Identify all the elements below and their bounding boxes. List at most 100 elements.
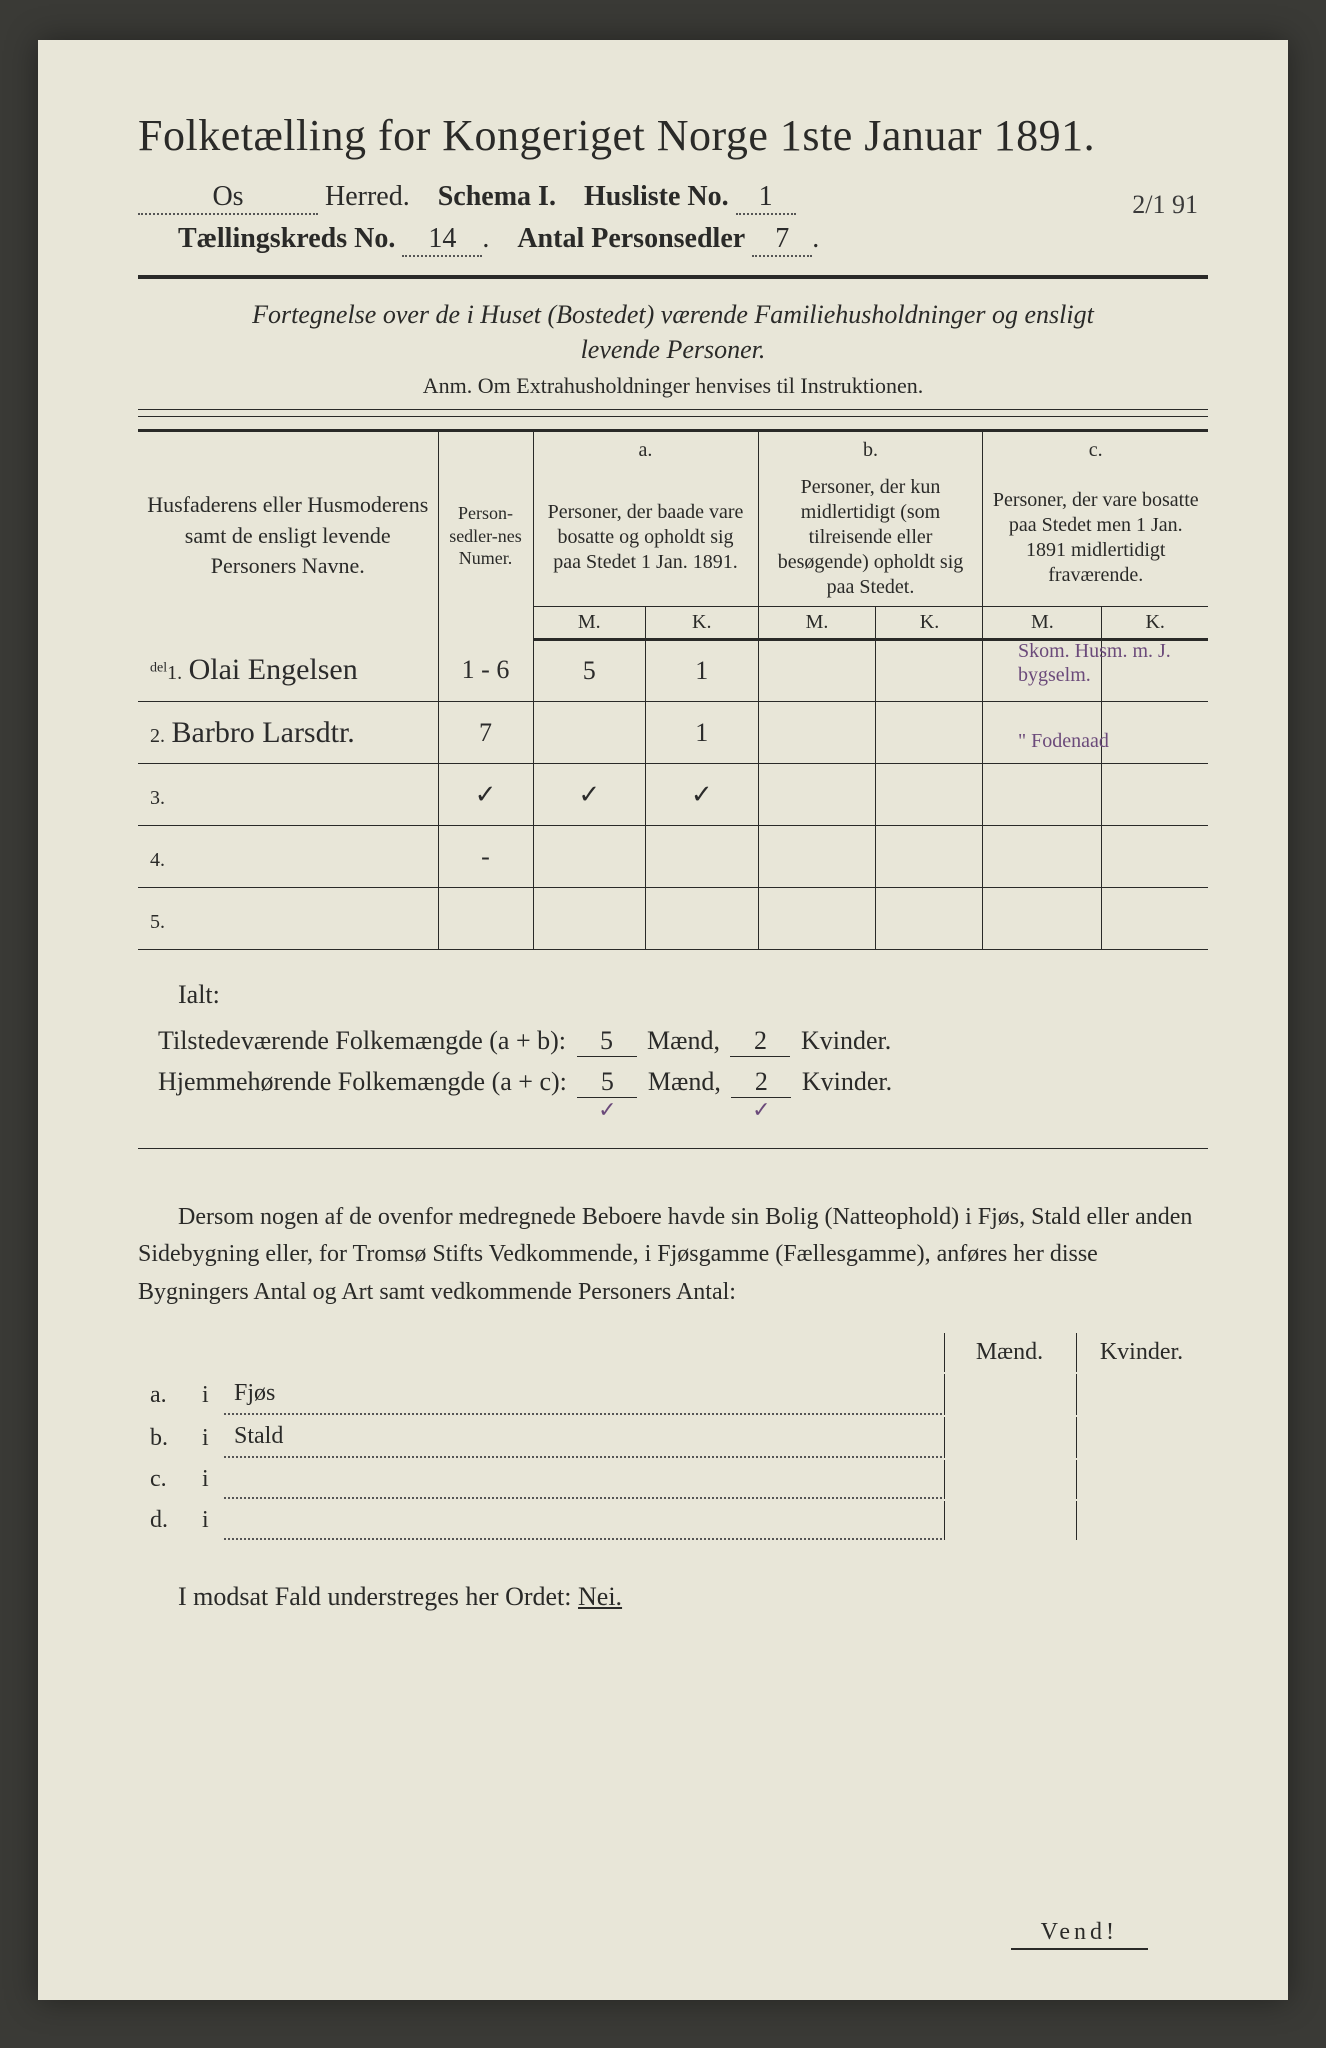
husliste-label: Husliste No. xyxy=(584,181,729,212)
margin-date-fraction: 2/1 91 xyxy=(1132,190,1198,220)
total1-k: 2 xyxy=(730,1026,790,1057)
building-row: b.iStald xyxy=(140,1417,1206,1458)
total1-k-label: Kvinder. xyxy=(801,1026,891,1055)
ialt-label: Ialt: xyxy=(178,980,1208,1010)
total1-m: 5 xyxy=(577,1026,637,1057)
bt-maend-header: Mænd. xyxy=(944,1333,1074,1372)
total2-label: Hjemmehørende Folkemængde (a + c): xyxy=(158,1067,567,1096)
cell-name: 4. xyxy=(138,826,438,888)
b-maend xyxy=(944,1417,1074,1458)
cell-bK xyxy=(876,888,983,950)
header-line-2: Tællingskreds No. 14. Antal Personsedler… xyxy=(178,223,1208,257)
kreds-value: 14 xyxy=(402,223,482,257)
cell-bK xyxy=(876,826,983,888)
subtitle-line2: levende Personer. xyxy=(581,335,766,364)
cell-name: 3. xyxy=(138,764,438,826)
cell-cM xyxy=(983,888,1102,950)
subtitle-line1: Fortegnelse over de i Huset (Bostedet) v… xyxy=(252,300,1094,329)
b-key: d. xyxy=(140,1501,190,1540)
total-row-1: Tilstedeværende Folkemængde (a + b): 5 M… xyxy=(158,1026,1208,1057)
b-i: i xyxy=(192,1501,222,1540)
cell-cM xyxy=(983,764,1102,826)
col-header-num: Person-sedler-nes Numer. xyxy=(438,431,533,640)
building-row: c.i xyxy=(140,1460,1206,1499)
b-k-label: K. xyxy=(876,607,983,640)
b-i: i xyxy=(192,1417,222,1458)
antal-value: 7 xyxy=(752,223,812,257)
cell-num: 7 xyxy=(438,702,533,764)
tick-m: ✓ xyxy=(598,1097,616,1123)
cell-aK: 1 xyxy=(646,640,759,702)
cell-bM xyxy=(758,888,876,950)
cell-aM: ✓ xyxy=(533,764,646,826)
cell-name: 2. Barbro Larsdtr. xyxy=(138,702,438,764)
anm-note: Anm. Om Extrahusholdninger henvises til … xyxy=(138,373,1208,399)
cell-num: 1 - 6 xyxy=(438,640,533,702)
cell-bK xyxy=(876,640,983,702)
b-kvinder xyxy=(1076,1374,1206,1415)
cell-aM xyxy=(533,826,646,888)
b-maend xyxy=(944,1501,1074,1540)
group-a-label: a. xyxy=(533,431,758,470)
cell-bM xyxy=(758,826,876,888)
c-m-label: M. xyxy=(983,607,1102,640)
total1-m-label: Mænd, xyxy=(647,1026,720,1055)
schema-label: Schema I. xyxy=(438,181,556,212)
b-kvinder xyxy=(1076,1460,1206,1499)
group-b-label: b. xyxy=(758,431,983,470)
b-key: b. xyxy=(140,1417,190,1458)
subtitle: Fortegnelse over de i Huset (Bostedet) v… xyxy=(138,297,1208,367)
total-row-2: Hjemmehørende Folkemængde (a + c): 5 ✓ M… xyxy=(158,1067,1208,1098)
group-a-text: Personer, der baade vare bosatte og opho… xyxy=(533,469,758,607)
building-row: a.iFjøs xyxy=(140,1374,1206,1415)
divider-3 xyxy=(138,1148,1208,1149)
b-maend xyxy=(944,1460,1074,1499)
row1-margin-note: Skom. Husm. m. J. bygselm. xyxy=(1018,639,1178,687)
b-label: Stald xyxy=(224,1417,942,1458)
a-m-label: M. xyxy=(533,607,646,640)
b-kvinder xyxy=(1076,1417,1206,1458)
cell-cK xyxy=(1102,764,1208,826)
divider-1 xyxy=(138,275,1208,279)
cell-aM: 5 xyxy=(533,640,646,702)
group-c-text: Personer, der vare bosatte paa Stedet me… xyxy=(983,469,1208,607)
c-k-label: K. xyxy=(1102,607,1208,640)
cell-aK: ✓ xyxy=(646,764,759,826)
b-m-label: M. xyxy=(758,607,876,640)
total2-k: 2 ✓ xyxy=(731,1067,791,1098)
bt-kvinder-header: Kvinder. xyxy=(1076,1333,1206,1372)
cell-aM xyxy=(533,888,646,950)
cell-aK xyxy=(646,826,759,888)
header-line-1: Os Herred. Schema I. Husliste No. 1 xyxy=(138,181,1208,215)
cell-bM xyxy=(758,640,876,702)
building-table: Mænd. Kvinder. a.iFjøsb.iStaldc.id.i xyxy=(138,1331,1208,1542)
b-key: a. xyxy=(140,1374,190,1415)
table-row: 3. ✓✓✓ xyxy=(138,764,1208,826)
table-row: 4. - xyxy=(138,826,1208,888)
cell-cK xyxy=(1102,888,1208,950)
cell-bM xyxy=(758,702,876,764)
kreds-label: Tællingskreds No. xyxy=(178,223,395,254)
antal-label: Antal Personsedler xyxy=(517,223,745,254)
cell-aK: 1 xyxy=(646,702,759,764)
cell-num: ✓ xyxy=(438,764,533,826)
divider-2b xyxy=(138,416,1208,417)
cell-bK xyxy=(876,702,983,764)
building-row: d.i xyxy=(140,1501,1206,1540)
cell-aM xyxy=(533,702,646,764)
b-i: i xyxy=(192,1374,222,1415)
b-i: i xyxy=(192,1460,222,1499)
cell-aK xyxy=(646,888,759,950)
cell-num: - xyxy=(438,826,533,888)
building-paragraph: Dersom nogen af de ovenfor medregnede Be… xyxy=(138,1199,1208,1311)
cell-name: 5. xyxy=(138,888,438,950)
total1-label: Tilstedeværende Folkemængde (a + b): xyxy=(158,1026,566,1055)
herred-label: Herred. xyxy=(325,181,410,212)
table-wrap: Husfaderens eller Husmoderens samt de en… xyxy=(138,429,1208,950)
b-maend xyxy=(944,1374,1074,1415)
total2-m-label: Mænd, xyxy=(648,1067,721,1096)
husliste-value: 1 xyxy=(736,181,796,215)
cell-bM xyxy=(758,764,876,826)
cell-bK xyxy=(876,764,983,826)
cell-num xyxy=(438,888,533,950)
